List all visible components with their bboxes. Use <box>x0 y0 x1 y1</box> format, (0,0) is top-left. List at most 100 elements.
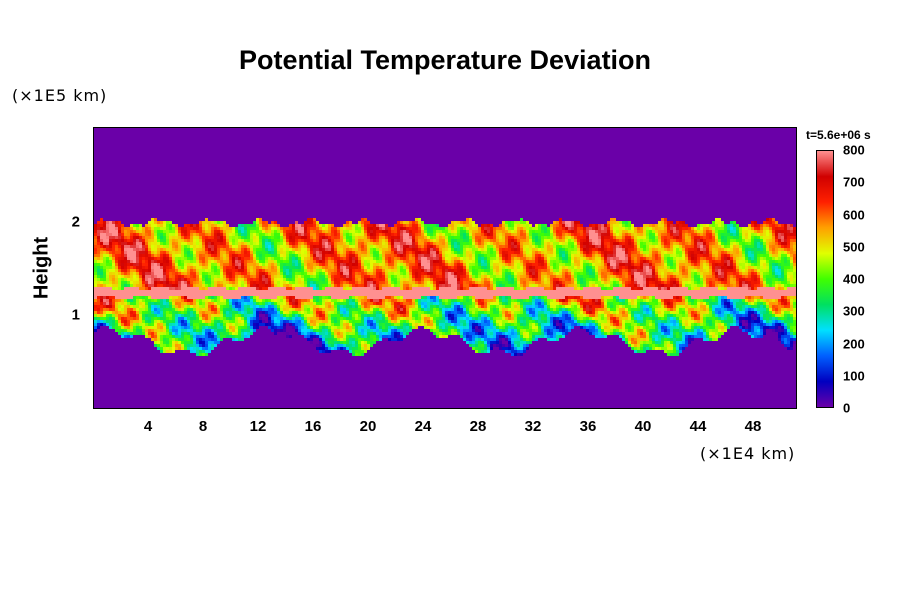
heatmap-cell <box>499 278 502 281</box>
heatmap-cell <box>613 284 616 287</box>
heatmap-cell <box>460 230 463 233</box>
heatmap-cell <box>625 266 628 269</box>
heatmap-cell <box>334 233 337 236</box>
heatmap-cell <box>259 260 262 263</box>
heatmap-cell <box>751 224 754 227</box>
heatmap-cell <box>286 227 289 230</box>
heatmap-cell <box>448 245 451 248</box>
heatmap-cell <box>334 272 337 275</box>
heatmap-cell <box>94 242 97 245</box>
heatmap-cell <box>481 281 484 284</box>
heatmap-cell <box>406 242 409 245</box>
heatmap-cell <box>592 233 595 236</box>
heatmap-cell <box>250 278 253 281</box>
heatmap-cell <box>661 260 664 263</box>
heatmap-cell <box>472 269 475 272</box>
heatmap-cell <box>562 284 565 287</box>
heatmap-cell <box>313 221 316 224</box>
heatmap-cell <box>352 284 355 287</box>
heatmap-cell <box>202 230 205 233</box>
heatmap-cell <box>382 236 385 239</box>
heatmap-cell <box>112 224 115 227</box>
heatmap-cell <box>643 251 646 254</box>
heatmap-cell <box>421 260 424 263</box>
heatmap-cell <box>739 233 742 236</box>
heatmap-cell <box>769 236 772 239</box>
heatmap-cell <box>784 281 787 284</box>
heatmap-cell <box>754 254 757 257</box>
heatmap-cell <box>679 272 682 275</box>
heatmap-cell <box>124 260 127 263</box>
heatmap-cell <box>637 281 640 284</box>
heatmap-cell <box>583 263 586 266</box>
heatmap-cell <box>340 245 343 248</box>
heatmap-cell <box>328 278 331 281</box>
heatmap-cell <box>103 269 106 272</box>
heatmap-cell <box>529 269 532 272</box>
heatmap-cell <box>322 233 325 236</box>
heatmap-cell <box>247 260 250 263</box>
heatmap-cell <box>595 281 598 284</box>
heatmap-cell <box>337 281 340 284</box>
heatmap-cell <box>346 260 349 263</box>
heatmap-cell <box>598 275 601 278</box>
heatmap-cell <box>559 221 562 224</box>
heatmap-cell <box>757 275 760 278</box>
heatmap-cell <box>508 230 511 233</box>
heatmap-cell <box>94 227 97 230</box>
heatmap-cell <box>595 263 598 266</box>
heatmap-cell <box>325 263 328 266</box>
heatmap-cell <box>169 236 172 239</box>
heatmap-cell <box>244 248 247 251</box>
heatmap-cell <box>430 254 433 257</box>
heatmap-field <box>94 218 796 356</box>
heatmap-cell <box>367 263 370 266</box>
heatmap-cell <box>289 245 292 248</box>
heatmap-cell <box>562 230 565 233</box>
heatmap-cell <box>352 236 355 239</box>
heatmap-cell <box>235 281 238 284</box>
heatmap-cell <box>739 263 742 266</box>
heatmap-cell <box>205 281 208 284</box>
heatmap-cell <box>451 254 454 257</box>
heatmap-cell <box>547 284 550 287</box>
heatmap-cell <box>541 275 544 278</box>
heatmap-cell <box>781 227 784 230</box>
heatmap-cell <box>760 272 763 275</box>
heatmap-cell <box>466 221 469 224</box>
heatmap-cell <box>730 242 733 245</box>
heatmap-cell <box>595 278 598 281</box>
heatmap-cell <box>400 281 403 284</box>
heatmap-cell <box>643 227 646 230</box>
heatmap-cell <box>490 230 493 233</box>
heatmap-cell <box>634 245 637 248</box>
heatmap-cell <box>241 266 244 269</box>
heatmap-cell <box>400 242 403 245</box>
heatmap-cell <box>238 275 241 278</box>
heatmap-cell <box>115 230 118 233</box>
heatmap-cell <box>307 257 310 260</box>
heatmap-cell <box>250 260 253 263</box>
heatmap-cell <box>142 230 145 233</box>
heatmap-cell <box>112 278 115 281</box>
heatmap-cell <box>451 275 454 278</box>
heatmap-cell <box>520 278 523 281</box>
heatmap-cell <box>730 227 733 230</box>
heatmap-cell <box>538 275 541 278</box>
heatmap-cell <box>571 224 574 227</box>
heatmap-cell <box>157 245 160 248</box>
heatmap-cell <box>115 233 118 236</box>
heatmap-cell <box>382 254 385 257</box>
heatmap-cell <box>418 254 421 257</box>
heatmap-cell <box>166 254 169 257</box>
heatmap-cell <box>619 254 622 257</box>
heatmap-cell <box>505 236 508 239</box>
heatmap-cell <box>388 272 391 275</box>
heatmap-cell <box>628 257 631 260</box>
heatmap-cell <box>577 275 580 278</box>
heatmap-cell <box>256 269 259 272</box>
heatmap-cell <box>619 251 622 254</box>
heatmap-cell <box>685 263 688 266</box>
heatmap-cell <box>487 278 490 281</box>
heatmap-cell <box>118 245 121 248</box>
